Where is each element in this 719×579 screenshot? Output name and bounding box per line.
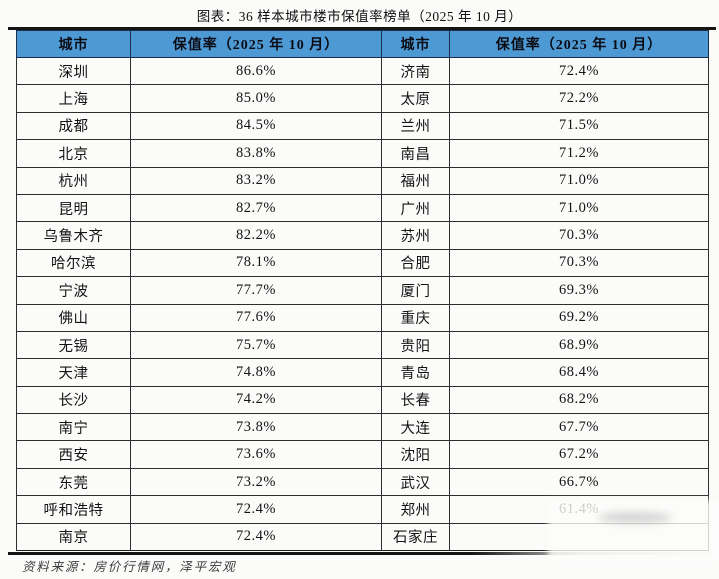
city-header-cell: 城市 <box>16 30 131 58</box>
city-cell: 南宁 <box>16 413 131 442</box>
city-cell: 重庆 <box>381 303 450 332</box>
city-cell: 东莞 <box>16 467 131 497</box>
city-cell: 郑州 <box>381 495 450 524</box>
city-cell: 福州 <box>381 166 450 195</box>
rate-cell: 70.3% <box>449 248 709 278</box>
city-cell: 南昌 <box>381 139 450 168</box>
rate-cell: 72.2% <box>449 84 709 113</box>
city-cell: 大连 <box>381 413 450 442</box>
table-row: 佛山 77.6% 重庆 69.2% <box>16 303 709 332</box>
rate-cell: 83.8% <box>130 139 382 168</box>
rate-cell: 70.3% <box>449 221 709 250</box>
city-cell: 乌鲁木齐 <box>16 221 131 250</box>
rate-cell: 68.9% <box>449 330 709 360</box>
city-cell: 成都 <box>16 111 131 141</box>
city-cell: 合肥 <box>381 248 450 278</box>
city-cell: 南京 <box>16 522 131 551</box>
table-row: 北京 83.8% 南昌 71.2% <box>16 139 709 168</box>
city-cell: 兰州 <box>381 111 450 141</box>
rate-cell: 71.2% <box>449 139 709 168</box>
table-header-row: 城市 保值率（2025 年 10 月） 城市 保值率（2025 年 10 月） <box>16 30 709 58</box>
city-header-cell: 城市 <box>381 30 450 58</box>
rate-cell: 83.2% <box>130 166 382 195</box>
rate-cell: 82.2% <box>130 221 382 250</box>
city-cell: 长沙 <box>16 385 131 415</box>
rate-cell: 78.1% <box>130 248 382 278</box>
rate-cell: 69.3% <box>449 276 709 305</box>
city-cell: 昆明 <box>16 193 131 223</box>
table-row: 天津 74.8% 青岛 68.4% <box>16 358 709 387</box>
city-cell: 沈阳 <box>381 440 450 469</box>
rate-cell: 72.4% <box>130 495 382 524</box>
city-cell: 西安 <box>16 440 131 469</box>
city-cell: 济南 <box>381 56 450 86</box>
table-row: 成都 84.5% 兰州 71.5% <box>16 111 709 141</box>
rate-cell: 73.2% <box>130 467 382 497</box>
table-row: 无锡 75.7% 贵阳 68.9% <box>16 330 709 360</box>
top-divider <box>8 27 716 30</box>
table-row: 长沙 74.2% 长春 68.2% <box>16 385 709 415</box>
rate-cell: 85.0% <box>130 84 382 113</box>
rate-cell: 66.7% <box>449 467 709 497</box>
table-row: 杭州 83.2% 福州 71.0% <box>16 166 709 195</box>
city-cell: 石家庄 <box>381 522 450 551</box>
city-cell: 宁波 <box>16 276 131 305</box>
rate-cell: 82.7% <box>130 193 382 223</box>
rate-cell: 71.0% <box>449 166 709 195</box>
rate-cell: 86.6% <box>130 56 382 86</box>
rate-cell: 67.7% <box>449 413 709 442</box>
rate-cell: 71.5% <box>449 111 709 141</box>
bottom-divider <box>8 552 710 555</box>
city-cell: 广州 <box>381 193 450 223</box>
value-retention-table: 城市 保值率（2025 年 10 月） 城市 保值率（2025 年 10 月） 深圳 8… <box>16 30 709 552</box>
city-cell: 长春 <box>381 385 450 415</box>
rate-cell: 72.4% <box>449 56 709 86</box>
city-cell: 天津 <box>16 358 131 387</box>
table-row: 宁波 77.7% 厦门 69.3% <box>16 276 709 305</box>
city-cell: 哈尔滨 <box>16 248 131 278</box>
city-cell: 佛山 <box>16 303 131 332</box>
table-body: 深圳 86.6% 济南 72.4% 上海 85.0% 太原 72.2% 成都 84.5% 兰州 71.… <box>16 56 709 551</box>
rate-cell: 68.2% <box>449 385 709 415</box>
rate-cell: 75.7% <box>130 330 382 360</box>
rate-cell: 77.6% <box>130 303 382 332</box>
watermark-smudge <box>548 500 719 562</box>
rate-cell: 69.2% <box>449 303 709 332</box>
city-cell: 青岛 <box>381 358 450 387</box>
table-row: 西安 73.6% 沈阳 67.2% <box>16 440 709 469</box>
watermark-smudge-mark <box>598 512 672 523</box>
table-row: 深圳 86.6% 济南 72.4% <box>16 56 709 86</box>
rate-cell: 71.0% <box>449 193 709 223</box>
rate-cell: 74.8% <box>130 358 382 387</box>
rate-cell: 77.7% <box>130 276 382 305</box>
city-cell: 深圳 <box>16 56 131 86</box>
table-row: 昆明 82.7% 广州 71.0% <box>16 193 709 223</box>
city-cell: 杭州 <box>16 166 131 195</box>
table-row: 哈尔滨 78.1% 合肥 70.3% <box>16 248 709 278</box>
table-row: 东莞 73.2% 武汉 66.7% <box>16 467 709 497</box>
rate-cell: 73.6% <box>130 440 382 469</box>
city-cell: 北京 <box>16 139 131 168</box>
table-row: 乌鲁木齐 82.2% 苏州 70.3% <box>16 221 709 250</box>
rate-cell: 73.8% <box>130 413 382 442</box>
rate-cell: 67.2% <box>449 440 709 469</box>
city-cell: 厦门 <box>381 276 450 305</box>
city-cell: 贵阳 <box>381 330 450 360</box>
rate-cell: 84.5% <box>130 111 382 141</box>
rate-cell: 68.4% <box>449 358 709 387</box>
city-cell: 呼和浩特 <box>16 495 131 524</box>
table-row: 上海 85.0% 太原 72.2% <box>16 84 709 113</box>
city-cell: 武汉 <box>381 467 450 497</box>
rate-cell: 72.4% <box>130 522 382 551</box>
city-cell: 太原 <box>381 84 450 113</box>
rate-cell: 74.2% <box>130 385 382 415</box>
source-note: 资料来源：房价行情网，泽平宏观 <box>22 560 237 574</box>
city-cell: 苏州 <box>381 221 450 250</box>
figure-title: 图表：36 样本城市楼市保值率榜单（2025 年 10 月） <box>196 9 523 24</box>
city-cell: 上海 <box>16 84 131 113</box>
city-cell: 无锡 <box>16 330 131 360</box>
rate-header-cell: 保值率（2025 年 10 月） <box>449 30 709 58</box>
table-row: 南宁 73.8% 大连 67.7% <box>16 413 709 442</box>
rate-header-cell: 保值率（2025 年 10 月） <box>130 30 382 58</box>
